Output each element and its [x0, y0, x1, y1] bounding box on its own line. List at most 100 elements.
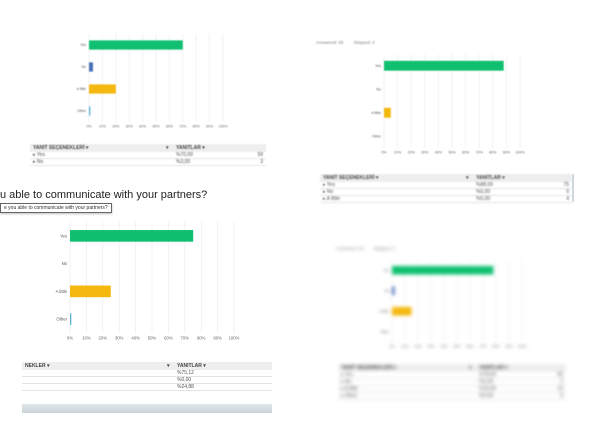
tick-label: 20%: [414, 345, 421, 349]
table-header: YANIT SEÇENEKLERİ ▾ ▾ YANITLAR ▾: [338, 364, 566, 372]
bar-yes[interactable]: [70, 230, 194, 242]
tick-label: 50%: [448, 151, 456, 155]
table-row: ▸ Yes %88,00 75: [320, 182, 572, 189]
table-row: ▸ Yes %70,00 59: [30, 152, 266, 159]
row-answer-label: ▸ A little: [341, 386, 358, 392]
tick-label: 40%: [440, 345, 447, 349]
table-header: NEKLER ▾ ▾ YANITLAR ▾: [22, 362, 272, 370]
category-label: Other: [380, 330, 390, 334]
header-responses[interactable]: YANITLAR ▾: [479, 365, 508, 371]
responses-table-3: NEKLER ▾ ▾ YANITLAR ▾ %75,12 %0,00 %24,88: [22, 362, 272, 391]
tick-label: 10%: [394, 151, 402, 155]
question-tooltip: e you able to communicate with your part…: [0, 203, 112, 213]
category-label: Yes: [80, 43, 86, 47]
answered-tab[interactable]: Skipped: 0: [373, 246, 395, 251]
header-answer-choices[interactable]: YANIT SEÇENEKLERİ ▾: [341, 365, 397, 371]
bar-a-little[interactable]: [70, 285, 111, 298]
sort-arrow-icon[interactable]: ▾: [469, 365, 472, 371]
tick-label: 90%: [213, 335, 222, 340]
sort-arrow-icon[interactable]: ▾: [466, 175, 469, 181]
category-label: Other: [372, 135, 382, 139]
bar-yes[interactable]: [384, 60, 504, 71]
row-percentage: %0,00: [177, 377, 192, 383]
tick-label: 10%: [401, 345, 408, 349]
row-percentage: %0,00: [476, 189, 491, 195]
category-label: No: [62, 261, 68, 266]
table-footer-strip: [22, 404, 272, 413]
tick-label: 0%: [389, 345, 394, 349]
table-row: ▸ A little %15,00 13: [338, 386, 566, 393]
tick-label: 80%: [489, 151, 497, 155]
responses-table-2: YANIT SEÇENEKLERİ ▾ ▾ YANITLAR ▾ ▸ Yes %88,0…: [320, 174, 572, 203]
answered-tabs-2: Answered: 85 Skipped: 0: [316, 40, 375, 45]
tick-label: 50%: [152, 125, 159, 129]
table-row: %24,88: [22, 384, 272, 391]
table-row: ▸ Yes %78,00 66: [338, 372, 566, 379]
header-answer-choices[interactable]: YANIT SEÇENEKLERİ ▾: [33, 145, 89, 151]
answered-tab[interactable]: Answered: 84: [336, 246, 364, 251]
table-scrollbar-2[interactable]: [572, 174, 574, 202]
header-answer-choices[interactable]: YANIT SEÇENEKLERİ ▾: [323, 175, 379, 181]
tick-label: 20%: [408, 151, 416, 155]
answered-tab[interactable]: Answered: 85: [316, 40, 344, 45]
tick-label: 10%: [99, 125, 106, 129]
question-title: u able to communicate with your partners…: [0, 189, 208, 201]
bar-a-little[interactable]: [89, 84, 116, 94]
category-label: Other: [56, 317, 67, 322]
category-label: No: [376, 88, 381, 92]
tick-label: 60%: [462, 151, 470, 155]
row-percentage: %88,00: [476, 182, 493, 188]
row-percentage: %0,00: [479, 393, 494, 399]
tick-label: 80%: [492, 345, 499, 349]
row-count: 66: [557, 372, 563, 378]
bar-other[interactable]: [89, 106, 91, 116]
bar-no[interactable]: [89, 62, 94, 72]
header-responses[interactable]: YANITLAR ▾: [177, 363, 206, 369]
sort-arrow-icon[interactable]: ▾: [166, 145, 169, 151]
answered-tabs-4: Answered: 84 Skipped: 0: [336, 246, 395, 251]
bar-chart-4: 0% 10% 20% 30% 40% 50% 60% 70% 80% 90% 100% Yes No A …: [380, 260, 526, 349]
tick-label: 10%: [82, 335, 91, 340]
tick-label: 50%: [453, 345, 460, 349]
tick-label: 40%: [139, 125, 146, 129]
category-label: A little: [56, 289, 68, 294]
tick-label: 100%: [229, 335, 240, 340]
bar-yes[interactable]: [392, 265, 494, 275]
tick-label: 30%: [427, 345, 434, 349]
row-count: 75: [563, 182, 569, 188]
header-responses[interactable]: YANITLAR ▾: [176, 145, 205, 151]
tick-label: 30%: [115, 335, 124, 340]
tick-label: 60%: [466, 345, 473, 349]
bar-a-little[interactable]: [392, 306, 412, 316]
row-percentage: %3,00: [176, 159, 191, 165]
bar-a-little[interactable]: [384, 107, 391, 118]
tick-label: 20%: [99, 335, 108, 340]
tick-label: 60%: [166, 125, 173, 129]
row-answer-label: ▸ A little: [323, 196, 340, 202]
tick-label: 80%: [197, 335, 206, 340]
tick-label: 0%: [86, 125, 91, 129]
bar-no[interactable]: [392, 286, 395, 296]
row-count: 4: [566, 196, 569, 202]
tick-label: 100%: [515, 151, 525, 155]
tick-label: 50%: [148, 335, 157, 340]
tick-label: 70%: [179, 125, 186, 129]
sort-arrow-icon[interactable]: ▾: [167, 363, 170, 369]
responses-table-1: YANIT SEÇENEKLERİ ▾ ▾ YANITLAR ▾ ▸ Yes %70,0…: [30, 144, 266, 166]
bar-other[interactable]: [70, 313, 72, 325]
table-row: ▸ No %0,00 0: [320, 189, 572, 196]
row-percentage: %70,00: [176, 152, 193, 158]
tick-label: 100%: [219, 125, 228, 129]
answered-tab[interactable]: Skipped: 0: [353, 40, 375, 45]
chart-panel-3: 0% 10% 20% 30% 40% 50% 60% 70% 80% 90% 100% Yes No A …: [50, 216, 250, 348]
table-row: %0,00: [22, 377, 272, 384]
category-label: A little: [77, 87, 86, 91]
header-responses[interactable]: YANITLAR ▾: [476, 175, 505, 181]
tick-label: 80%: [193, 125, 200, 129]
row-answer-label: ▸ Yes: [33, 152, 45, 158]
table-row: ▸ No %2,00 2: [338, 379, 566, 386]
category-label: Yes: [375, 64, 381, 68]
table-row: ▸ No %3,00 3: [30, 159, 266, 166]
bar-yes[interactable]: [89, 40, 183, 50]
header-answer-choices[interactable]: NEKLER ▾: [25, 363, 50, 369]
